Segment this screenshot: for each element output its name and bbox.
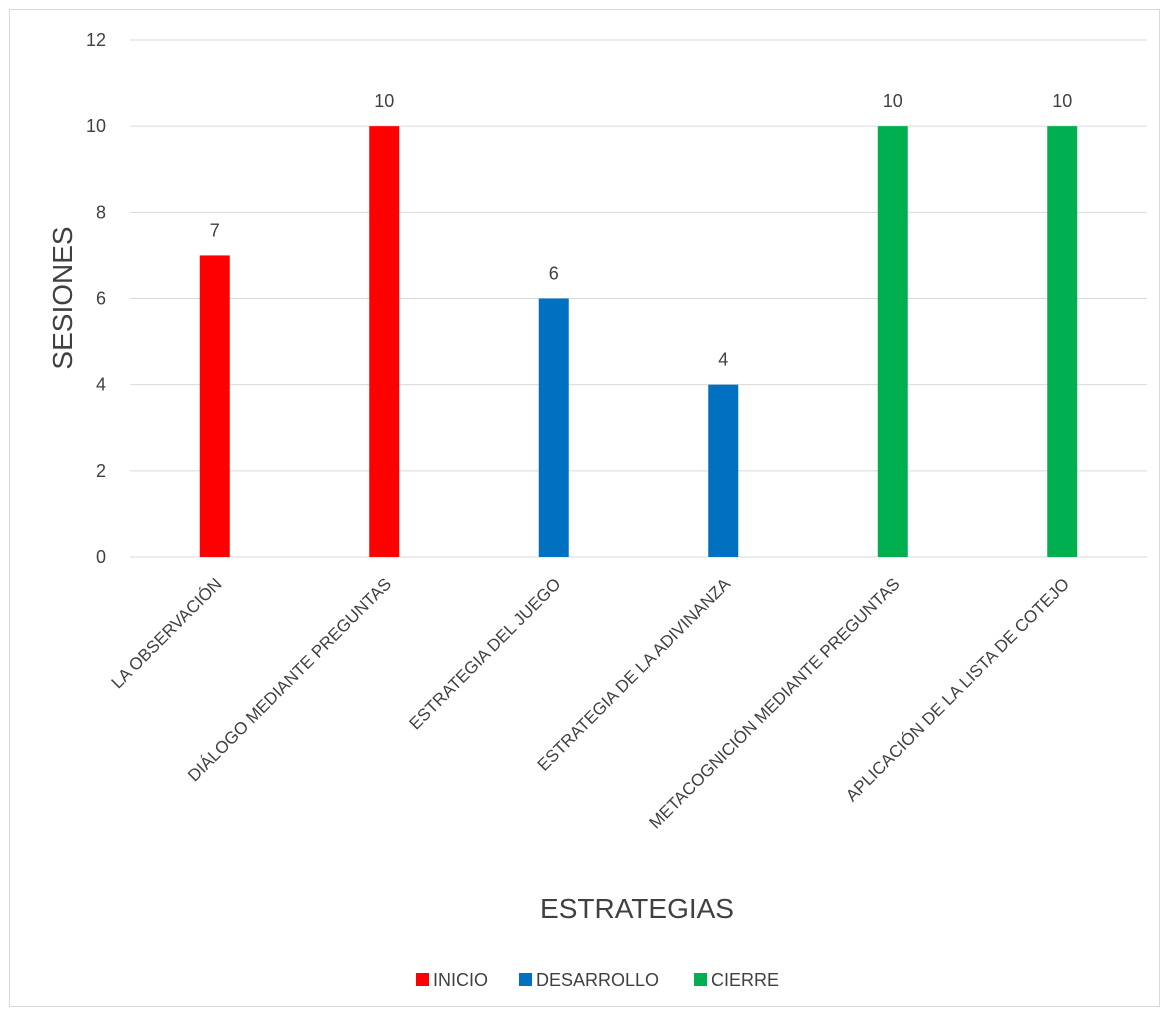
legend-label: INICIO bbox=[433, 970, 488, 990]
data-label: 7 bbox=[210, 220, 220, 240]
legend-label: CIERRE bbox=[711, 970, 779, 990]
x-axis-title: ESTRATEGIAS bbox=[540, 893, 734, 924]
y-tick-label: 6 bbox=[96, 289, 106, 309]
bar bbox=[199, 255, 230, 557]
y-axis-ticks: 0 2 4 6 8 10 12 bbox=[86, 30, 106, 567]
y-tick-label: 0 bbox=[96, 547, 106, 567]
data-label: 10 bbox=[883, 91, 903, 111]
bars bbox=[199, 126, 1078, 558]
legend-swatch bbox=[519, 973, 532, 986]
data-label: 4 bbox=[718, 350, 728, 370]
chart-border bbox=[9, 9, 1160, 1007]
bar bbox=[708, 384, 739, 557]
legend-swatch bbox=[694, 973, 707, 986]
data-label: 10 bbox=[1052, 91, 1072, 111]
bar bbox=[877, 126, 908, 558]
y-tick-label: 8 bbox=[96, 202, 106, 222]
y-tick-label: 2 bbox=[96, 461, 106, 481]
bar bbox=[1047, 126, 1078, 558]
bar bbox=[369, 126, 400, 558]
legend: INICIO DESARROLLO CIERRE bbox=[416, 970, 779, 990]
y-tick-label: 12 bbox=[86, 30, 106, 50]
y-tick-label: 10 bbox=[86, 116, 106, 136]
data-labels: 7 10 6 4 10 10 bbox=[210, 91, 1073, 370]
legend-swatch bbox=[416, 973, 429, 986]
gridlines bbox=[130, 39, 1147, 558]
legend-label: DESARROLLO bbox=[536, 970, 659, 990]
data-label: 6 bbox=[549, 264, 559, 284]
y-tick-label: 4 bbox=[96, 375, 106, 395]
bar bbox=[538, 298, 569, 557]
data-label: 10 bbox=[374, 91, 394, 111]
y-axis-title: SESIONES bbox=[47, 226, 78, 369]
